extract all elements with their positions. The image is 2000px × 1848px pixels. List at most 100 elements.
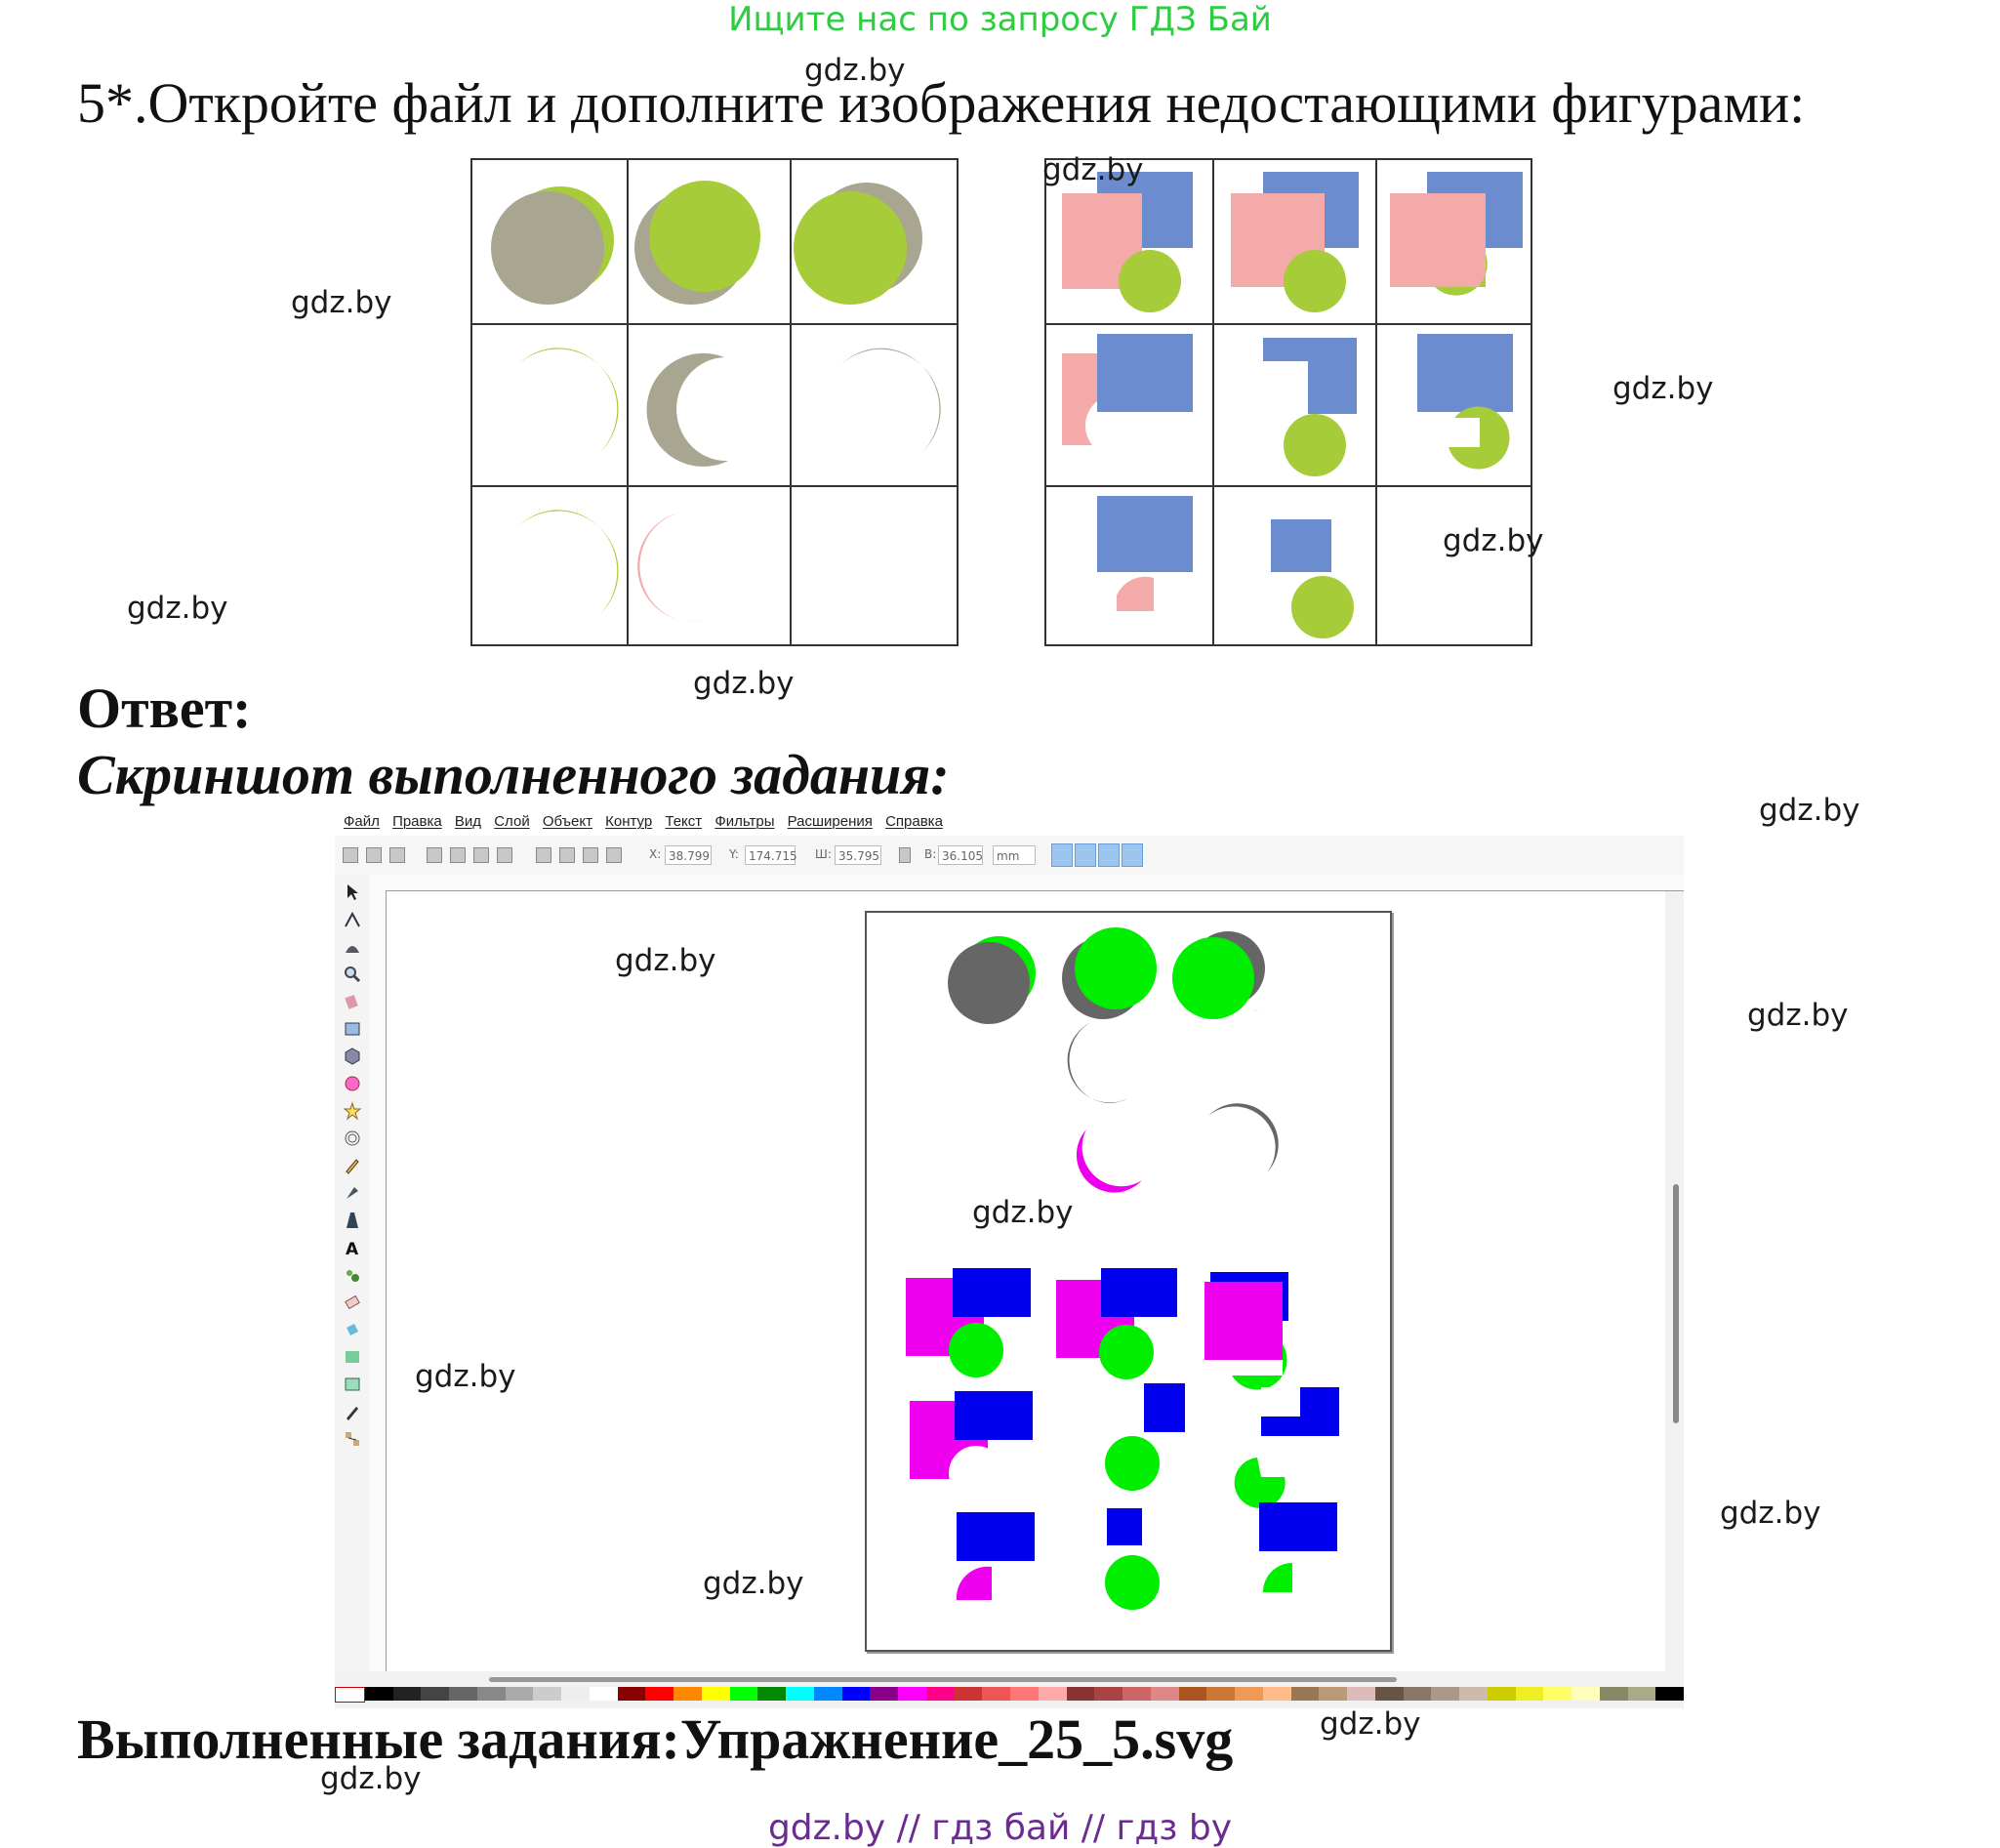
document-page bbox=[865, 911, 1392, 1652]
tweak-tool-icon[interactable] bbox=[343, 937, 362, 957]
watermark: gdz.by bbox=[291, 285, 392, 320]
raise-to-top-icon[interactable] bbox=[536, 847, 551, 863]
pencil-tool-icon[interactable] bbox=[343, 1156, 362, 1175]
scale-stroke-icon[interactable] bbox=[1051, 843, 1073, 867]
watermark: gdz.by bbox=[1042, 152, 1144, 187]
lock-icon[interactable] bbox=[899, 847, 911, 863]
tool-controls-bar: X: 38.799 Y: 174.715 Ш: 35.795 В: 36.105… bbox=[335, 836, 1684, 876]
left-figure-grid bbox=[470, 158, 959, 646]
vertical-scrollbar[interactable] bbox=[1666, 891, 1684, 1671]
rotate-ccw-icon[interactable] bbox=[427, 847, 442, 863]
menu-help[interactable]: Справка bbox=[885, 813, 943, 830]
eraser-tool-icon[interactable] bbox=[343, 1293, 362, 1312]
menu-edit[interactable]: Правка bbox=[392, 813, 442, 830]
bucket-tool-icon[interactable] bbox=[343, 1320, 362, 1339]
x-label: X: bbox=[649, 847, 662, 861]
menu-bar: Файл Правка Вид Слой Объект Контур Текст… bbox=[335, 808, 1684, 836]
watermark: gdz.by bbox=[1759, 793, 1860, 828]
x-field[interactable]: 38.799 bbox=[665, 845, 712, 865]
vertical-scroll-thumb[interactable] bbox=[1673, 1184, 1679, 1423]
width-field[interactable]: 35.795 bbox=[835, 845, 881, 865]
spray-tool-icon[interactable] bbox=[343, 1265, 362, 1285]
rotate-cw-icon[interactable] bbox=[450, 847, 466, 863]
pen-tool-icon[interactable] bbox=[343, 1183, 362, 1203]
olive-crescent bbox=[517, 348, 619, 453]
horizontal-scrollbar[interactable] bbox=[387, 1671, 1666, 1687]
measure-tool-icon[interactable] bbox=[343, 992, 362, 1011]
mesh-tool-icon[interactable] bbox=[343, 1375, 362, 1394]
scale-corners-icon[interactable] bbox=[1075, 843, 1096, 867]
menu-object[interactable]: Объект bbox=[542, 813, 592, 830]
watermark: gdz.by bbox=[693, 666, 795, 701]
left-figures-svg bbox=[491, 181, 941, 622]
star-tool-icon[interactable] bbox=[343, 1101, 362, 1121]
horizontal-scroll-thumb[interactable] bbox=[489, 1677, 1397, 1682]
color-palette[interactable] bbox=[335, 1687, 1684, 1703]
menu-path[interactable]: Контур bbox=[605, 813, 653, 830]
right-figures-svg bbox=[1062, 172, 1523, 638]
select-tool-icon[interactable] bbox=[343, 883, 362, 902]
connector-tool-icon[interactable] bbox=[343, 1429, 362, 1449]
watermark: gdz.by bbox=[1612, 371, 1714, 406]
answer-label: Ответ: bbox=[77, 677, 252, 740]
h-label: В: bbox=[924, 847, 937, 861]
watermark: gdz.by bbox=[1720, 1496, 1821, 1531]
ellipse-tool-icon[interactable] bbox=[343, 1074, 362, 1093]
menu-layer[interactable]: Слой bbox=[494, 813, 530, 830]
watermark: gdz.by bbox=[1320, 1706, 1421, 1742]
gray-crescent bbox=[646, 352, 728, 467]
flip-horizontal-icon[interactable] bbox=[473, 847, 489, 863]
watermark: gdz.by bbox=[972, 1195, 1074, 1230]
footer-text: gdz.by // гдз бай // гдз by bbox=[767, 1808, 1233, 1848]
menu-extensions[interactable]: Расширения bbox=[787, 813, 873, 830]
completed-tasks-text: Выполненные задания:Упражнение_25_5.svg bbox=[77, 1707, 1234, 1771]
zoom-tool-icon[interactable] bbox=[343, 965, 362, 984]
menu-filters[interactable]: Фильтры bbox=[714, 813, 775, 830]
watermark: gdz.by bbox=[703, 1566, 804, 1601]
y-label: Y: bbox=[729, 847, 739, 861]
unit-select[interactable]: mm bbox=[993, 845, 1036, 865]
promo-text: Ищите нас по запросу ГДЗ Бай bbox=[728, 0, 1272, 39]
height-field[interactable]: 36.105 bbox=[938, 845, 983, 865]
watermark: gdz.by bbox=[1747, 998, 1849, 1033]
spiral-tool-icon[interactable] bbox=[343, 1129, 362, 1148]
gradient-tool-icon[interactable] bbox=[343, 1347, 362, 1367]
select-all-layers-icon[interactable] bbox=[366, 847, 382, 863]
y-field[interactable]: 174.715 bbox=[745, 845, 797, 865]
drawing-canvas[interactable] bbox=[387, 891, 1665, 1671]
watermark: gdz.by bbox=[615, 943, 716, 978]
text-tool-icon[interactable]: A bbox=[343, 1238, 362, 1257]
gray-circle bbox=[491, 191, 604, 305]
move-patterns-icon[interactable] bbox=[1122, 843, 1143, 867]
watermark: gdz.by bbox=[804, 53, 906, 88]
olive-crescent bbox=[517, 510, 619, 615]
rectangle-tool-icon[interactable] bbox=[343, 1019, 362, 1039]
menu-text[interactable]: Текст bbox=[665, 813, 703, 830]
pink-crescent bbox=[637, 512, 703, 622]
calligraphy-tool-icon[interactable] bbox=[343, 1211, 362, 1230]
menu-file[interactable]: Файл bbox=[344, 813, 380, 830]
dropper-tool-icon[interactable] bbox=[343, 1402, 362, 1421]
deselect-icon[interactable] bbox=[389, 847, 405, 863]
horizontal-ruler bbox=[370, 875, 1684, 891]
node-tool-icon[interactable] bbox=[343, 910, 362, 929]
watermark: gdz.by bbox=[1443, 523, 1544, 558]
watermark: gdz.by bbox=[320, 1761, 422, 1796]
raise-icon[interactable] bbox=[559, 847, 575, 863]
screenshot-caption: Скриншот выполненного задания: bbox=[77, 743, 950, 806]
watermark: gdz.by bbox=[127, 591, 228, 626]
select-all-icon[interactable] bbox=[343, 847, 358, 863]
flip-vertical-icon[interactable] bbox=[497, 847, 512, 863]
w-label: Ш: bbox=[815, 847, 832, 861]
move-gradients-icon[interactable] bbox=[1098, 843, 1120, 867]
gray-crescent bbox=[840, 348, 941, 453]
canvas-figures-svg bbox=[906, 927, 1339, 1610]
lower-icon[interactable] bbox=[583, 847, 598, 863]
task-text: 5*.Откройте файл и дополните изображения… bbox=[77, 71, 1806, 135]
watermark: gdz.by bbox=[415, 1359, 516, 1394]
lower-to-bottom-icon[interactable] bbox=[606, 847, 622, 863]
svg-text:A: A bbox=[346, 1240, 359, 1257]
olive-circle bbox=[649, 181, 760, 292]
menu-view[interactable]: Вид bbox=[454, 813, 482, 830]
3d-box-tool-icon[interactable] bbox=[343, 1047, 362, 1066]
